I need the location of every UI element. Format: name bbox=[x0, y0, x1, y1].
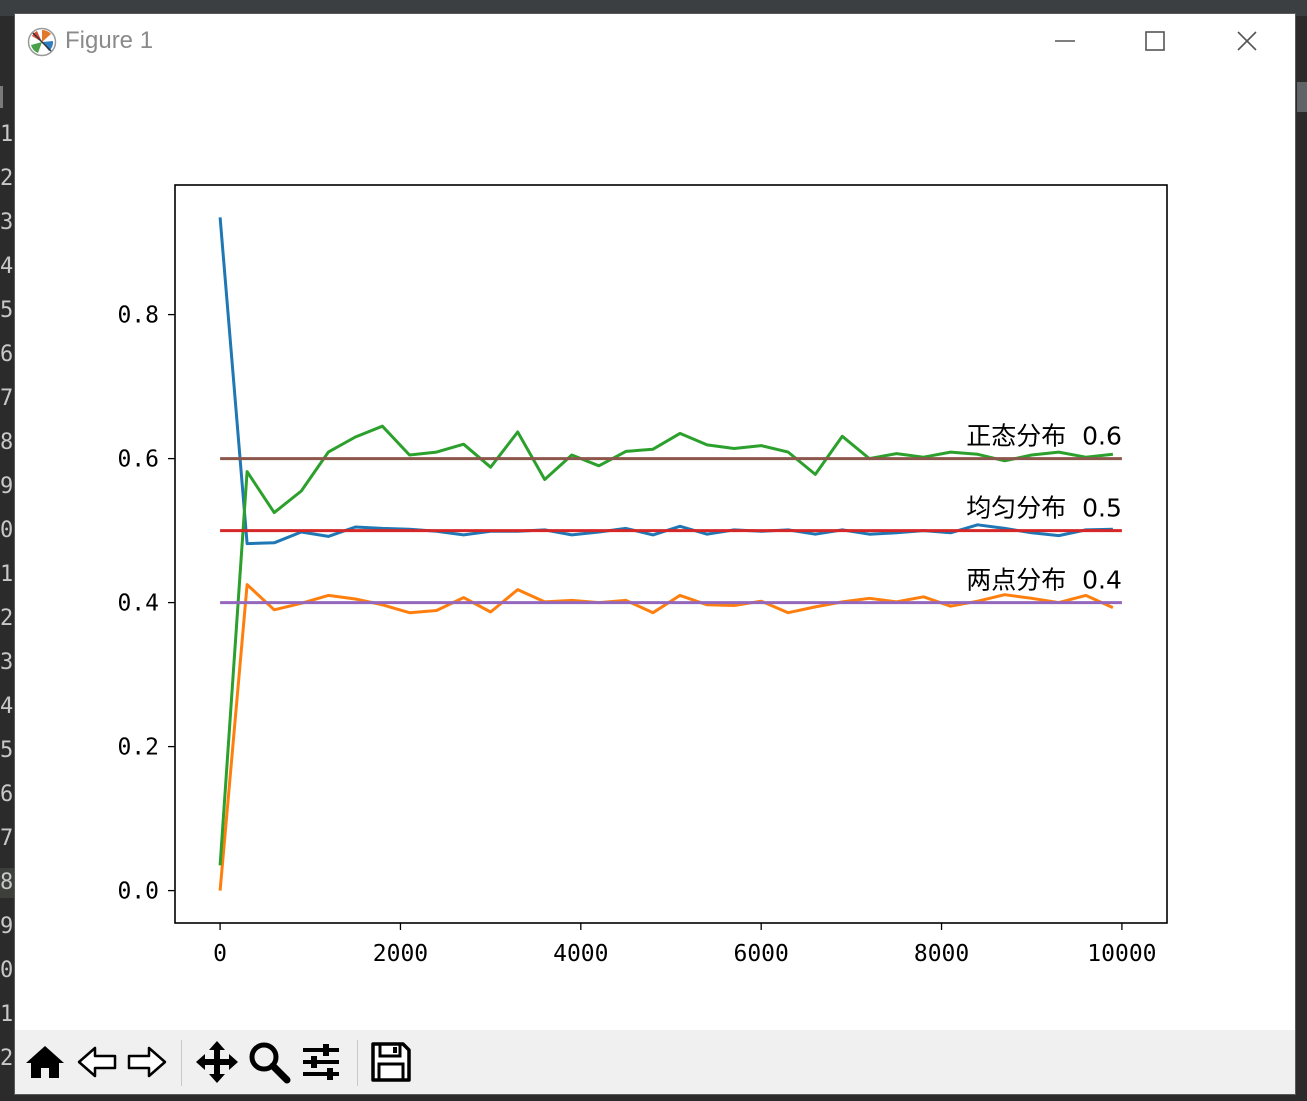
gutter-line-number: 0 bbox=[0, 518, 14, 543]
gutter-line-number: 0 bbox=[0, 958, 14, 983]
y-tick-label: 0.4 bbox=[117, 591, 159, 617]
line-annotation: 正态分布 0.6 bbox=[966, 422, 1122, 451]
gutter-line-number: 3 bbox=[0, 210, 14, 235]
gutter-line-number: 2 bbox=[0, 606, 14, 631]
navigation-toolbar bbox=[15, 1030, 1295, 1094]
figure-window: Figure 1 0 2000 4000 6000 8000 10000 0.0 0.2 0.4… bbox=[15, 14, 1295, 1094]
y-tick-label: 0.0 bbox=[117, 879, 159, 905]
pan-icon bbox=[196, 1041, 238, 1083]
zoom-button[interactable] bbox=[245, 1038, 293, 1086]
gutter-line-number: 6 bbox=[0, 782, 14, 807]
configure-subplots-button[interactable] bbox=[297, 1038, 345, 1086]
ide-bottom-strip bbox=[15, 1094, 1295, 1101]
gutter-line-number: 1 bbox=[0, 562, 14, 587]
gutter-line-number: 8 bbox=[0, 868, 15, 898]
y-tick-label: 0.2 bbox=[117, 735, 159, 761]
gutter-line-number: 7 bbox=[0, 386, 14, 411]
configure-subplots-icon bbox=[303, 1044, 339, 1080]
y-tick-label: 0.6 bbox=[117, 447, 159, 473]
maximize-button[interactable] bbox=[1109, 14, 1201, 68]
save-icon bbox=[371, 1042, 411, 1082]
matplotlib-app-icon bbox=[27, 27, 57, 57]
x-tick-label: 0 bbox=[213, 941, 227, 967]
toolbar-separator bbox=[181, 1040, 182, 1086]
zoom-icon bbox=[249, 1042, 291, 1084]
x-tick-label: 4000 bbox=[553, 941, 608, 967]
forward-button[interactable] bbox=[123, 1038, 171, 1086]
gutter-line-number: 4 bbox=[0, 694, 14, 719]
plot-canvas[interactable]: 0 2000 4000 6000 8000 10000 0.0 0.2 0.4 0.6 0.8 正态分… bbox=[15, 68, 1295, 1030]
x-tick-label: 10000 bbox=[1087, 941, 1156, 967]
home-icon bbox=[26, 1046, 64, 1078]
window-title: Figure 1 bbox=[65, 27, 154, 54]
x-tick-label: 2000 bbox=[373, 941, 428, 967]
gutter-line-number: 9 bbox=[0, 914, 14, 939]
minimize-icon bbox=[1055, 40, 1075, 42]
title-bar[interactable]: Figure 1 bbox=[15, 14, 1295, 68]
maximize-icon bbox=[1145, 31, 1165, 51]
back-button[interactable] bbox=[73, 1038, 121, 1086]
editor-line-gutter: 1 2 3 4 5 6 7 8 9 0 1 2 3 4 5 6 7 8 9 0 1 2 bbox=[0, 16, 15, 1101]
series-line bbox=[218, 424, 1114, 866]
ide-right-panel bbox=[1295, 16, 1307, 1101]
pan-button[interactable] bbox=[193, 1038, 241, 1086]
series-line bbox=[218, 583, 1114, 891]
gutter-line-number: 5 bbox=[0, 738, 14, 763]
line-annotation: 均匀分布 0.5 bbox=[966, 494, 1122, 523]
ide-side-icon bbox=[0, 86, 9, 108]
gutter-line-number: 1 bbox=[0, 1002, 14, 1027]
close-icon bbox=[1237, 31, 1257, 51]
gutter-line-number: 9 bbox=[0, 474, 14, 499]
gutter-line-number: 3 bbox=[0, 650, 14, 675]
gutter-line-number: 5 bbox=[0, 298, 14, 323]
toolbar-separator bbox=[357, 1040, 358, 1086]
y-tick-label: 0.8 bbox=[117, 303, 159, 329]
axes-frame bbox=[174, 184, 1168, 924]
gutter-line-number: 1 bbox=[0, 122, 14, 147]
gutter-line-number: 2 bbox=[0, 166, 14, 191]
line-annotation: 两点分布 0.4 bbox=[966, 566, 1122, 595]
gutter-line-number: 8 bbox=[0, 430, 14, 455]
save-button[interactable] bbox=[367, 1038, 415, 1086]
ide-scroll-marker bbox=[1297, 82, 1307, 112]
x-tick-label: 6000 bbox=[733, 941, 788, 967]
gutter-line-number: 6 bbox=[0, 342, 14, 367]
ide-title-strip bbox=[0, 0, 1307, 16]
line-chart: 0 2000 4000 6000 8000 10000 0.0 0.2 0.4 0.6 0.8 正态分… bbox=[117, 184, 1168, 967]
home-button[interactable] bbox=[21, 1038, 69, 1086]
forward-arrow-icon bbox=[127, 1046, 167, 1078]
close-button[interactable] bbox=[1201, 14, 1293, 68]
x-tick-label: 8000 bbox=[914, 941, 969, 967]
gutter-line-number: 2 bbox=[0, 1046, 14, 1071]
gutter-line-number: 4 bbox=[0, 254, 14, 279]
gutter-line-number: 7 bbox=[0, 826, 14, 851]
back-arrow-icon bbox=[77, 1046, 117, 1078]
minimize-button[interactable] bbox=[1019, 14, 1111, 68]
